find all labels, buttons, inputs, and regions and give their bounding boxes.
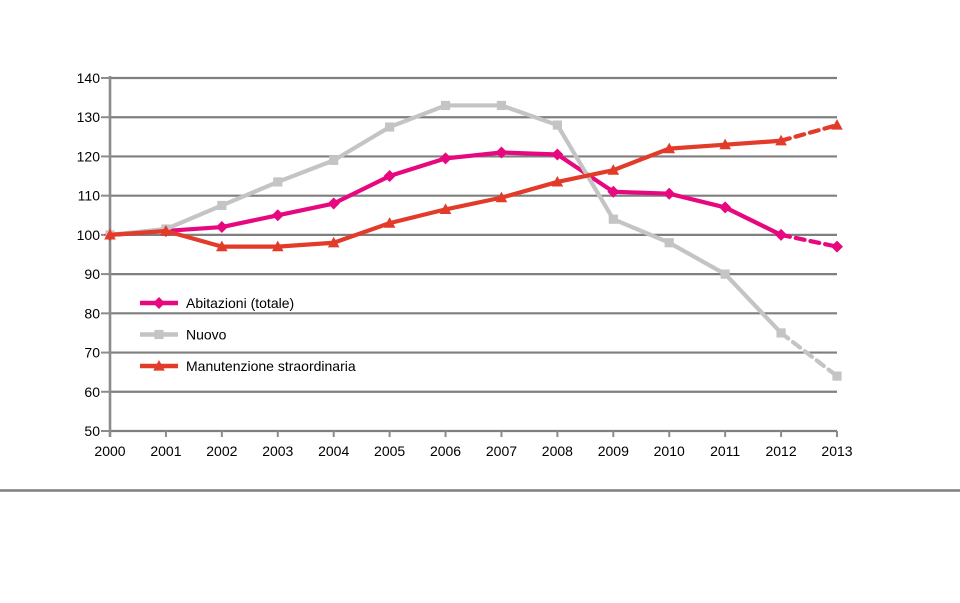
data-point-marker-abitazioni-totale [831,240,843,253]
data-point-marker-nuovo [496,100,507,111]
data-point-marker-manutenzione-straordinaria [104,228,116,240]
x-axis-label: 2000 [94,443,125,459]
data-point-marker-abitazioni-totale [719,201,732,214]
data-point-marker-manutenzione-straordinaria [439,203,452,214]
x-axis-label: 2009 [598,443,629,459]
data-point-marker-nuovo [664,238,674,248]
x-axis-label: 2008 [542,443,573,459]
x-axis-label: 2002 [206,443,237,459]
x-axis-label: 2010 [654,443,685,459]
y-axis-label: 100 [77,227,101,243]
data-point-marker-manutenzione-straordinaria [271,240,284,252]
data-point-marker-nuovo [217,200,227,211]
y-axis-label: 130 [77,109,101,125]
data-point-marker-manutenzione-straordinaria [160,224,172,236]
y-axis-label: 120 [77,148,101,164]
legend-item-label-nuovo: Nuovo [186,327,227,343]
x-axis-label: 2012 [765,443,796,459]
y-axis-label: 110 [78,188,101,204]
series-line-dashed-abitazioni-totale [778,232,840,249]
x-axis-label: 2011 [710,443,740,459]
data-point-marker-nuovo [273,177,283,187]
data-point-marker-abitazioni-totale [551,148,564,161]
legend-item-label-abitazioni-totale: Abitazioni (totale) [186,295,294,311]
data-point-marker-abitazioni-totale [663,187,676,200]
x-axis-label: 2005 [374,443,405,459]
data-point-marker-manutenzione-straordinaria [327,236,340,248]
data-point-marker-abitazioni-totale [775,228,788,241]
data-point-marker-nuovo [385,122,395,132]
data-point-marker-nuovo [832,371,842,381]
data-point-marker-manutenzione-straordinaria [216,240,228,252]
y-axis-label: 140 [77,70,101,86]
y-axis-label: 60 [84,384,100,400]
x-axis-label: 2007 [486,443,517,459]
x-axis-label: 2001 [150,443,181,459]
data-point-marker-manutenzione-straordinaria [719,138,731,150]
series-line-abitazioni-totale [107,150,784,237]
data-point-marker-nuovo [608,214,618,224]
y-axis-label: 70 [84,345,100,361]
data-point-marker-manutenzione-straordinaria [383,217,396,228]
data-point-marker-abitazioni-totale [439,152,452,165]
series-line-dashed-manutenzione-straordinaria [778,122,840,143]
data-point-marker-manutenzione-straordinaria [831,119,843,130]
y-axis-label: 90 [84,266,100,282]
data-point-marker-manutenzione-straordinaria [607,164,620,175]
data-point-marker-abitazioni-totale [327,197,340,210]
legend-key-marker-manutenzione-straordinaria [153,360,165,371]
data-point-marker-abitazioni-totale [383,170,396,183]
data-point-marker-nuovo [440,100,451,111]
data-point-marker-manutenzione-straordinaria [775,134,787,146]
legend-item-label-manutenzione-straordinaria: Manutenzione straordinaria [186,358,356,374]
data-point-marker-manutenzione-straordinaria [663,142,676,154]
series-line-dashed-nuovo [778,330,840,379]
x-axis-label: 2006 [430,443,461,459]
data-point-marker-nuovo [552,120,562,130]
x-axis-label: 2004 [318,443,349,459]
data-point-marker-manutenzione-straordinaria [551,175,564,187]
data-point-marker-abitazioni-totale [215,221,228,234]
data-point-marker-nuovo [776,328,786,338]
data-point-marker-nuovo [720,269,730,279]
data-point-marker-abitazioni-totale [495,146,508,159]
data-point-marker-abitazioni-totale [271,209,284,222]
data-point-marker-manutenzione-straordinaria [495,191,508,203]
x-axis-label: 2013 [821,443,852,459]
data-point-marker-nuovo [329,155,339,165]
y-axis-label: 80 [84,305,100,321]
x-axis-label: 2003 [262,443,293,459]
y-axis-label: 50 [84,423,100,439]
legend-key-marker-nuovo [154,329,164,340]
legend-key-marker-abitazioni-totale [153,297,165,309]
data-point-marker-abitazioni-totale [607,185,620,198]
